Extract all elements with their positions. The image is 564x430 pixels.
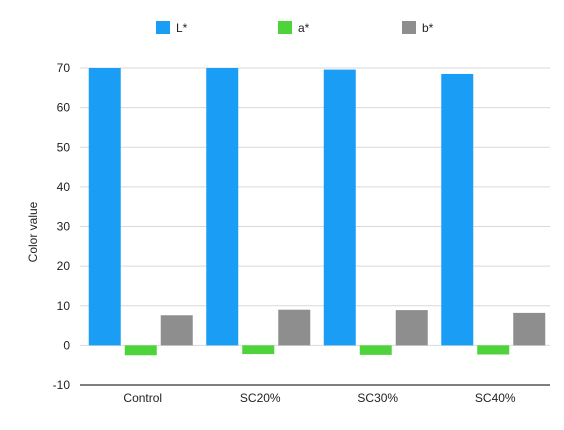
x-category-label: SC30%	[357, 391, 398, 405]
x-category-label: Control	[123, 391, 162, 405]
y-tick-label: 10	[57, 299, 71, 313]
bar-l-star-sc30pct	[323, 69, 356, 346]
y-tick-label: 20	[57, 259, 71, 273]
y-tick-label: 0	[63, 338, 70, 352]
x-axis: Control SC20% SC30% SC40%	[80, 384, 550, 405]
bars	[88, 68, 546, 356]
legend-swatch	[278, 21, 292, 34]
legend-label: a*	[298, 21, 310, 35]
bar-l-star-sc20pct	[206, 68, 239, 346]
bar-b-star-sc30pct	[395, 310, 428, 346]
gridlines	[80, 67, 550, 346]
y-tick-label: 50	[57, 140, 71, 154]
legend-swatch	[402, 21, 416, 34]
legend-swatch	[156, 21, 170, 34]
legend-label: b*	[422, 21, 434, 35]
bar-l-star-control	[88, 68, 121, 346]
y-tick-label: 40	[57, 180, 71, 194]
bar-a-star-sc30pct	[359, 345, 392, 355]
legend-label: L*	[176, 21, 188, 35]
bar-b-star-sc40pct	[513, 312, 546, 346]
x-category-label: SC20%	[240, 391, 281, 405]
bar-a-star-sc40pct	[477, 345, 510, 355]
bar-a-star-control	[124, 345, 157, 356]
y-tick-label: 30	[57, 220, 71, 234]
legend: L* a* b*	[156, 21, 434, 35]
bar-b-star-sc20pct	[278, 309, 311, 346]
bar-b-star-control	[160, 315, 193, 346]
y-axis-ticks: -10 0 10 20 30 40 50 60 70	[53, 61, 71, 392]
y-tick-label: -10	[53, 378, 71, 392]
bar-a-star-sc20pct	[242, 345, 275, 355]
bar-l-star-sc40pct	[441, 73, 474, 346]
y-tick-label: 70	[57, 61, 71, 75]
y-tick-label: 60	[57, 101, 71, 115]
y-axis-label: Color value	[26, 201, 40, 262]
x-category-label: SC40%	[475, 391, 516, 405]
